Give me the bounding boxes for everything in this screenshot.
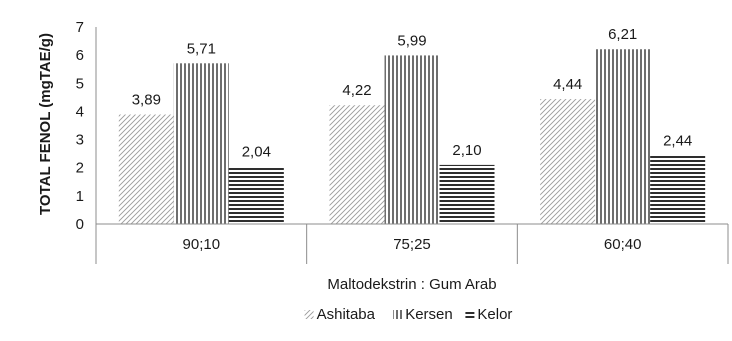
y-tick-label: 1 [76, 188, 84, 205]
legend-swatch-kelor [465, 310, 475, 319]
y-tick-label: 3 [76, 132, 84, 149]
x-category-label: 90;10 [183, 236, 221, 253]
axes [95, 27, 729, 264]
y-tick-label: 0 [76, 216, 84, 233]
x-category-label: 60;40 [604, 236, 642, 253]
y-tick-label: 7 [76, 19, 84, 36]
y-axis-title: TOTAL FENOL (mgTAE/g) [37, 33, 54, 215]
data-label: 2,44 [663, 132, 692, 149]
y-tick-label: 5 [76, 75, 84, 92]
legend-label-kelor: Kelor [477, 306, 512, 323]
bar-kersen-1 [173, 63, 229, 224]
bar-kelor-2 [439, 164, 495, 224]
y-tick-label: 4 [76, 103, 84, 120]
legend-swatch-ashitaba [304, 310, 314, 319]
legend-label-ashitaba: Ashitaba [317, 306, 376, 323]
bar-kersen-2 [384, 55, 440, 224]
legend-label-kersen: Kersen [405, 306, 453, 323]
bar-kersen-3 [595, 49, 651, 225]
y-tick-label: 6 [76, 47, 84, 64]
legend: Ashitaba Kersen Kelor [304, 306, 512, 323]
data-label: 6,21 [608, 26, 637, 43]
legend-swatch-kersen [393, 310, 403, 319]
data-label: 5,99 [397, 32, 426, 49]
x-axis-categories: 90;10 75;25 60;40 [183, 236, 642, 253]
bar-ashitaba-1 [118, 114, 174, 224]
data-label: 5,71 [187, 40, 216, 57]
x-axis-title: Maltodekstrin : Gum Arab [327, 276, 496, 293]
data-label: 4,44 [553, 76, 582, 93]
y-tick-label: 2 [76, 160, 84, 177]
y-axis-ticks: 0 1 2 3 4 5 6 7 [76, 19, 84, 233]
bar-ashitaba-3 [540, 99, 596, 224]
data-labels: 3,89 5,71 2,04 4,22 5,99 2,10 4,44 6,21 2,44 [132, 26, 693, 160]
data-label: 3,89 [132, 92, 161, 109]
bar-kelor-1 [228, 166, 284, 224]
data-label: 2,04 [242, 144, 271, 161]
data-label: 2,10 [452, 142, 481, 159]
bar-ashitaba-2 [329, 105, 385, 224]
data-label: 4,22 [342, 82, 371, 99]
bar-series [118, 49, 706, 225]
bar-kelor-3 [650, 155, 706, 224]
x-category-label: 75;25 [393, 236, 431, 253]
